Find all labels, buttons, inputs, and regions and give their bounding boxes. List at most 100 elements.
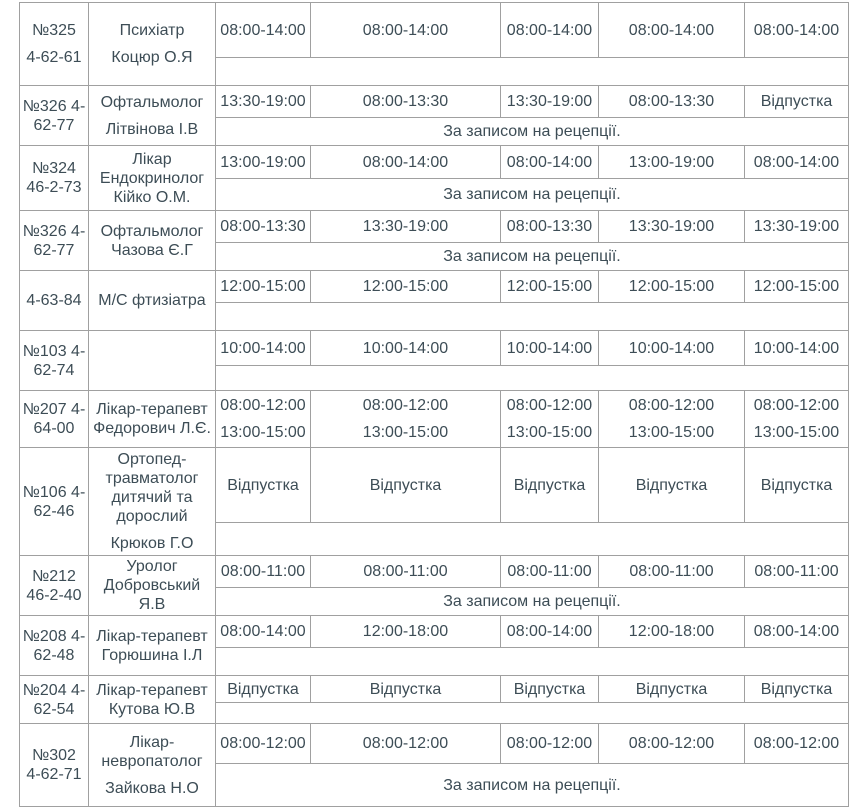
note-row: За записом на рецепції. (20, 587, 849, 616)
room-cell: №207 4- 64-00 (19, 390, 89, 448)
text-paragraph: 10:00-14:00 (218, 339, 308, 358)
text-paragraph: Відпустка (313, 476, 498, 495)
time-text: 08:00-12:00 (220, 397, 306, 414)
note-cell: За записом на рецепції. (215, 242, 849, 271)
text-paragraph: №103 4- 62-74 (22, 342, 86, 380)
time-text: 10:00-14:00 (753, 339, 840, 357)
time-cell: 08:00-12:00 13:00-15:00 (598, 390, 745, 448)
text-paragraph: 13:00-15:00 (313, 423, 498, 442)
times-row: №212 46-2-40 Уролог Добровський Я.В 08:00-11… (19, 555, 849, 616)
time-cell: 12:00-15:00 (744, 270, 849, 303)
times-row: 4-63-84 М/С фтизіатра 12:00-15:00 12:00-15:… (19, 270, 849, 331)
time-cell: 08:00-12:00 13:00-15:00 (215, 390, 311, 448)
time-cell: 08:00-12:00 (215, 723, 311, 764)
time-text: 12:00-15:00 (753, 278, 840, 295)
text-paragraph: 08:00-14:00 (313, 21, 498, 40)
time-cell: 08:00-11:00 (744, 555, 849, 588)
times-row: №302 4-62-71 Лікар-невропатолог Зайкова Н.О… (19, 723, 849, 807)
time-cell: Відпустка (744, 447, 849, 523)
time-cell: 12:00-15:00 (598, 270, 745, 303)
time-cell: 08:00-14:00 (744, 2, 849, 58)
note-cell: За записом на рецепції. (215, 117, 849, 146)
room-line: №326 4- (22, 97, 86, 115)
room-line: №302 (32, 747, 76, 764)
time-text: 08:00-11:00 (507, 563, 592, 580)
room-line: 4-62-61 (26, 49, 82, 66)
doctor-cell: Офтальмолог Чазова Є.Г (88, 210, 216, 271)
time-text: 08:00-12:00 (753, 735, 840, 752)
time-text: 13:30-19:00 (362, 218, 449, 235)
time-text: 08:00-12:00 (753, 397, 840, 414)
time-text: 08:00-11:00 (754, 563, 839, 580)
room-cell: №326 4- 62-77 (19, 85, 89, 146)
time-cell: Відпустка (215, 447, 311, 523)
text-paragraph: 12:00-18:00 (601, 622, 742, 641)
text-paragraph: №106 4- 62-46 (22, 483, 86, 521)
text-paragraph: №326 4- 62-77 (22, 97, 86, 135)
text-paragraph: №326 4- 62-77 (22, 222, 86, 260)
times-row: №324 46-2-73 Лікар Ендокринолог Кійко О.М. 13… (19, 145, 849, 211)
times-row: №106 4- 62-46 Ортопед-травматолог дитячий т… (19, 447, 849, 556)
time-text: 13:30-19:00 (753, 218, 840, 235)
time-cell: Відпустка (215, 675, 311, 703)
text-paragraph: 13:30-19:00 (747, 217, 846, 236)
room-line: 62-74 (33, 361, 75, 379)
text-paragraph: 08:00-12:00 (747, 396, 846, 415)
text-paragraph: 08:00-14:00 (747, 21, 846, 40)
time-text: 12:00-15:00 (506, 278, 593, 295)
time-text: 08:00-12:00 (628, 735, 715, 752)
time-cell: 10:00-14:00 (598, 330, 745, 366)
time-text: 08:00-12:00 (628, 397, 715, 414)
time-text: 13:00-19:00 (220, 153, 306, 171)
doctor-line: Зайкова Н.О (105, 779, 199, 797)
text-paragraph: 13:30-19:00 (503, 92, 596, 111)
text-paragraph: 08:00-12:00 (313, 734, 498, 753)
note-text: За записом на рецепції. (443, 186, 621, 203)
doctor-line: Коцюр О.Я (111, 49, 193, 66)
time-text: 13:30-19:00 (506, 93, 593, 110)
room-line: №324 (32, 160, 76, 177)
text-paragraph: 08:00-12:00 (218, 396, 308, 415)
doctor-line: травматолог (105, 470, 199, 487)
room-cell: №212 46-2-40 (19, 555, 89, 616)
text-paragraph: 08:00-12:00 (601, 734, 742, 753)
text-paragraph: Відпустка (747, 476, 846, 495)
doctor-cell: Лікар-терапевт Горюшина І.Л (88, 615, 216, 676)
doctor-line: Крюков Г.О (110, 535, 194, 552)
time-cell: 10:00-14:00 (500, 330, 599, 366)
time-cell: 08:00-11:00 (598, 555, 745, 588)
text-paragraph: Лікар-терапевт Кутова Ю.В (91, 681, 213, 719)
doctor-line: Літвінова І.В (105, 120, 199, 138)
time-text: 08:00-14:00 (753, 21, 840, 39)
room-line: 62-46 (33, 502, 75, 520)
room-line: №212 (32, 567, 76, 585)
room-cell: №208 4- 62-48 (19, 615, 89, 676)
doctor-line: Кійко О.М. (113, 188, 191, 206)
time-text: 08:00-14:00 (753, 623, 840, 640)
room-cell: №325 4-62-61 (19, 2, 89, 86)
text-paragraph: 12:00-15:00 (601, 277, 742, 296)
room-line: 64-00 (33, 420, 75, 437)
text-paragraph: 08:00-14:00 (218, 21, 308, 40)
time-text: 13:00-15:00 (506, 424, 593, 441)
text-paragraph: Психіатр (91, 21, 213, 40)
time-cell: 13:30-19:00 (744, 210, 849, 243)
time-cell: 08:00-11:00 (215, 555, 311, 588)
text-paragraph: 08:00-11:00 (503, 562, 596, 581)
doctor-line: Добровський Я.В (103, 577, 201, 613)
text-paragraph: 13:00-19:00 (218, 153, 308, 172)
time-text: 13:00-19:00 (628, 153, 715, 171)
time-text: Відпустка (760, 680, 833, 698)
time-cell: 13:30-19:00 (500, 85, 599, 118)
doctor-line: Горюшина І.Л (101, 646, 203, 664)
doctor-line: М/С фтизіатра (98, 292, 206, 309)
text-paragraph: 08:00-14:00 (503, 153, 596, 172)
doctor-cell: Офтальмолог Літвінова І.В (88, 85, 216, 146)
room-line: 4-62-71 (26, 766, 82, 783)
room-line: 46-2-73 (26, 179, 82, 196)
note-text: За записом на рецепції. (443, 248, 621, 265)
room-line: 62-77 (33, 241, 75, 259)
time-text: 08:00-12:00 (362, 735, 449, 752)
text-paragraph: Офтальмолог (91, 93, 213, 112)
